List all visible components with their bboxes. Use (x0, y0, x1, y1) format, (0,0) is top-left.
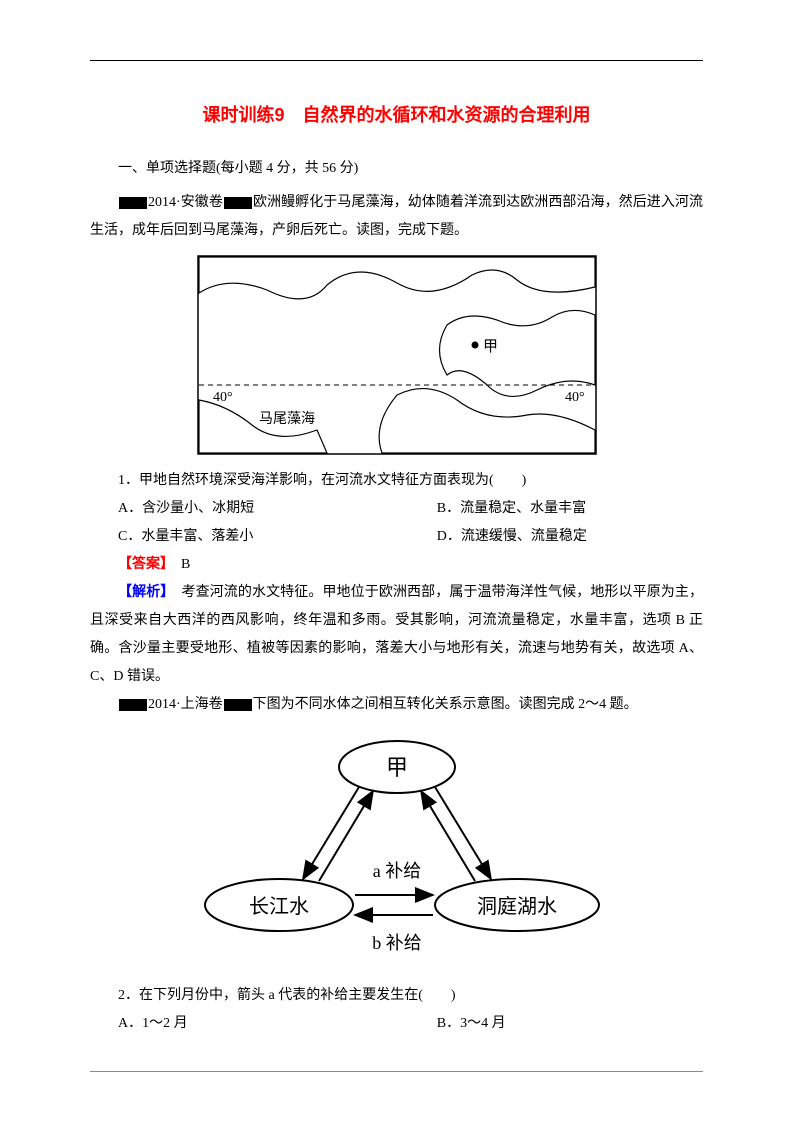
redaction-block (119, 699, 147, 711)
redaction-block (119, 197, 147, 209)
intro1-source: 2014·安徽卷 (148, 195, 223, 210)
diagram-a-label: a 补给 (372, 861, 421, 881)
q2-stem: 2．在下列月份中，箭头 a 代表的补给主要发生在( ) (90, 982, 703, 1010)
answer-label: 【答案】 (118, 557, 167, 572)
q1-option-d: D．流速缓慢、流量稳定 (409, 523, 703, 551)
diagram-svg: 甲 长江水 洞庭湖水 a 补给 b 补给 (187, 735, 607, 965)
diagram-left-label: 长江水 (249, 895, 309, 918)
footer-rule (90, 1071, 703, 1072)
map-sea-label: 马尾藻海 (259, 411, 315, 427)
q1-answer: 【答案】 B (90, 551, 703, 579)
redaction-block (224, 197, 252, 209)
q1-options: A．含沙量小、冰期短 B．流量稳定、水量丰富 C．水量丰富、落差小 D．流速缓慢… (90, 495, 703, 551)
answer-value: B (167, 557, 190, 572)
q1-option-a: A．含沙量小、冰期短 (90, 495, 409, 523)
q2-option-a: A．1～2 月 (90, 1010, 409, 1038)
intro2-source: 2014·上海卷 (148, 697, 223, 712)
analysis-label: 【解析】 (118, 585, 167, 600)
q1-analysis: 【解析】 考查河流的水文特征。甲地位于欧洲西部，属于温带海洋性气候，地形以平原为… (90, 579, 703, 691)
analysis-text: 考查河流的水文特征。甲地位于欧洲西部，属于温带海洋性气候，地形以平原为主，且深受… (90, 585, 703, 684)
map-figure: 40° 40° 甲 马尾藻海 (197, 255, 597, 455)
q1-stem: 1．甲地自然环境深受海洋影响，在河流水文特征方面表现为( ) (90, 467, 703, 495)
q1-option-b: B．流量稳定、水量丰富 (409, 495, 703, 523)
lesson-title: 课时训练9 自然界的水循环和水资源的合理利用 (90, 101, 703, 127)
lat-right-label: 40° (565, 390, 585, 405)
lat-left-label: 40° (213, 390, 233, 405)
intro-paragraph-1: 2014·安徽卷欧洲鳗孵化于马尾藻海，幼体随着洋流到达欧洲西部沿海，然后进入河流… (90, 189, 703, 245)
intro2-text: 下图为不同水体之间相互转化关系示意图。读图完成 2～4 题。 (253, 697, 638, 712)
top-rule (90, 60, 703, 61)
map-point-label: 甲 (483, 339, 498, 355)
q2-options: A．1～2 月 B．3～4 月 (90, 1010, 703, 1038)
q2-option-b: B．3～4 月 (409, 1010, 703, 1038)
redaction-block (224, 699, 252, 711)
diagram-top-label: 甲 (385, 755, 407, 780)
diagram-figure: 甲 长江水 洞庭湖水 a 补给 b 补给 (187, 735, 607, 970)
map-svg: 40° 40° 甲 马尾藻海 (197, 255, 597, 455)
diagram-b-label: b 补给 (372, 933, 422, 953)
diagram-right-label: 洞庭湖水 (477, 895, 557, 918)
intro-paragraph-2: 2014·上海卷 下图为不同水体之间相互转化关系示意图。读图完成 2～4 题。 (90, 691, 703, 719)
section-1-heading: 一、单项选择题(每小题 4 分，共 56 分) (90, 155, 703, 183)
q1-option-c: C．水量丰富、落差小 (90, 523, 409, 551)
